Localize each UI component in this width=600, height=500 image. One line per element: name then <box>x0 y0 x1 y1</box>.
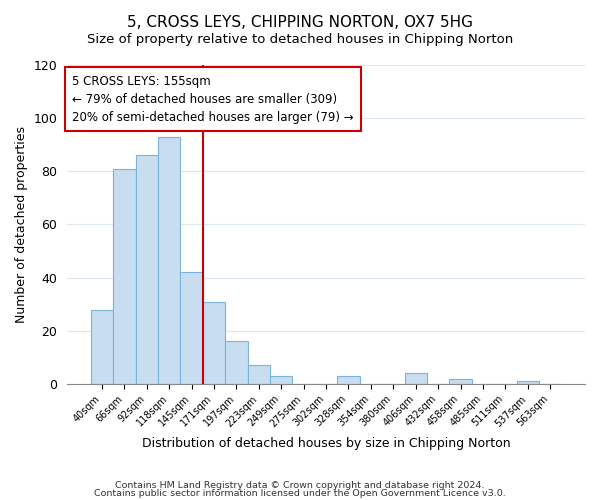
Text: 5 CROSS LEYS: 155sqm
← 79% of detached houses are smaller (309)
20% of semi-deta: 5 CROSS LEYS: 155sqm ← 79% of detached h… <box>73 74 354 124</box>
Bar <box>225 342 248 384</box>
Bar <box>181 272 203 384</box>
Text: Contains public sector information licensed under the Open Government Licence v3: Contains public sector information licen… <box>94 489 506 498</box>
Text: 5, CROSS LEYS, CHIPPING NORTON, OX7 5HG: 5, CROSS LEYS, CHIPPING NORTON, OX7 5HG <box>127 15 473 30</box>
Bar <box>158 137 181 384</box>
Bar <box>337 376 360 384</box>
Bar <box>449 378 472 384</box>
Text: Contains HM Land Registry data © Crown copyright and database right 2024.: Contains HM Land Registry data © Crown c… <box>115 480 485 490</box>
Bar <box>136 156 158 384</box>
Bar <box>91 310 113 384</box>
Y-axis label: Number of detached properties: Number of detached properties <box>15 126 28 323</box>
X-axis label: Distribution of detached houses by size in Chipping Norton: Distribution of detached houses by size … <box>142 437 511 450</box>
Bar <box>270 376 292 384</box>
Bar <box>203 302 225 384</box>
Bar <box>517 382 539 384</box>
Text: Size of property relative to detached houses in Chipping Norton: Size of property relative to detached ho… <box>87 32 513 46</box>
Bar <box>404 374 427 384</box>
Bar <box>113 168 136 384</box>
Bar <box>248 366 270 384</box>
